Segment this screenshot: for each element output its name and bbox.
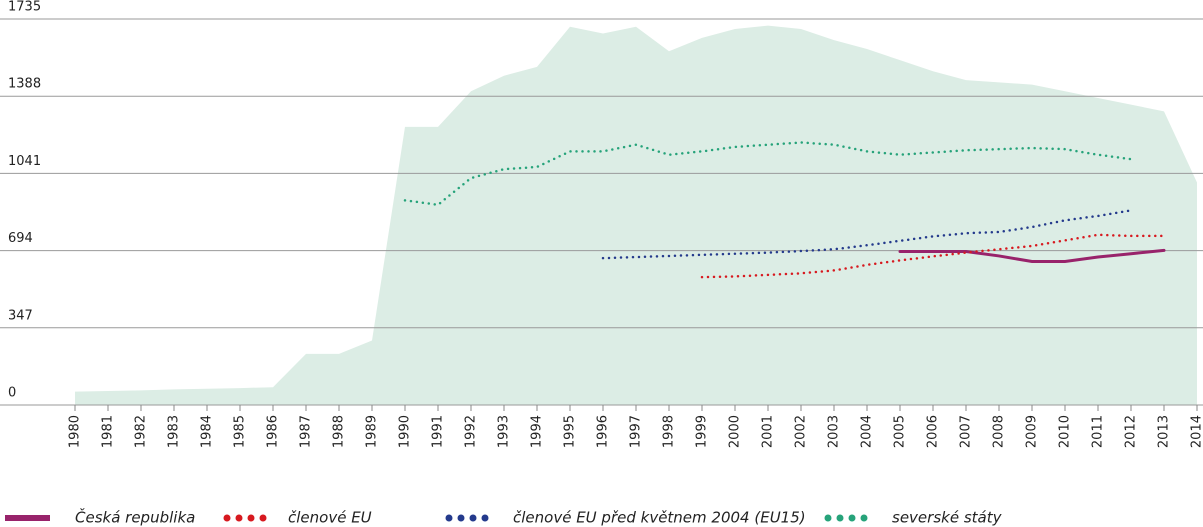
x-tick-label: 1999 — [695, 415, 710, 448]
y-tick-label: 0 — [8, 386, 16, 401]
x-tick-label: 2007 — [959, 415, 974, 448]
legend-label: Česká republika — [75, 508, 195, 527]
y-tick-label: 1388 — [8, 77, 41, 92]
legend-marker — [259, 514, 267, 522]
x-tick-label: 2011 — [1091, 415, 1106, 448]
x-tick-label: 2006 — [926, 415, 941, 448]
x-tick-label: 1993 — [497, 415, 512, 448]
x-tick-label: 1985 — [233, 415, 248, 448]
legend-marker — [247, 514, 255, 522]
series-line — [601, 209, 1133, 260]
x-tick-label: 1997 — [629, 415, 644, 448]
x-tick-label: 2012 — [1124, 415, 1139, 448]
x-tick-label: 2013 — [1157, 415, 1172, 448]
legend-marker — [223, 514, 231, 522]
legend-label: severské státy — [892, 509, 1003, 527]
x-tick-label: 2001 — [761, 415, 776, 448]
x-tick-label: 1984 — [200, 415, 215, 448]
x-tick-label: 1983 — [167, 415, 182, 448]
y-tick-label: 694 — [8, 231, 33, 246]
legend-marker — [5, 515, 50, 521]
legend-label: členové EU před květnem 2004 (EU15) — [513, 509, 806, 527]
x-tick-label: 1998 — [662, 415, 677, 448]
x-tick-label: 2004 — [860, 415, 875, 448]
legend-marker — [481, 514, 489, 522]
legend-marker — [836, 514, 844, 522]
y-tick-label: 1735 — [8, 0, 41, 15]
x-tick-label: 1981 — [101, 415, 116, 448]
x-tick-label: 2010 — [1058, 415, 1073, 448]
legend-label: členové EU — [288, 509, 372, 527]
series-line — [898, 248, 1166, 264]
x-tick-label: 1986 — [266, 415, 281, 448]
legend-marker — [457, 514, 465, 522]
x-tick-label: 2005 — [893, 415, 908, 448]
x-tick-label: 2002 — [794, 415, 809, 448]
x-tick-label: 1989 — [365, 415, 380, 448]
y-tick-label: 1041 — [8, 154, 41, 169]
x-tick-label: 1995 — [563, 415, 578, 448]
x-tick-label: 1990 — [398, 415, 413, 448]
x-tick-label: 2008 — [992, 415, 1007, 448]
area — [75, 25, 1197, 406]
x-tick-label: 2000 — [728, 415, 743, 448]
series-line — [700, 233, 1166, 279]
x-tick-label: 1987 — [299, 415, 314, 448]
x-tick-label: 1992 — [464, 415, 479, 448]
x-tick-label: 1991 — [431, 415, 446, 448]
x-tick-label: 2014 — [1190, 415, 1203, 448]
legend-marker — [860, 514, 868, 522]
y-tick-label: 347 — [8, 308, 33, 323]
legend-marker — [445, 514, 453, 522]
x-tick-label: 2009 — [1025, 415, 1040, 448]
x-tick-label: 1980 — [68, 415, 83, 448]
legend-marker — [848, 514, 856, 522]
legend-marker — [235, 514, 243, 522]
legend-marker — [824, 514, 832, 522]
x-tick-label: 2003 — [827, 415, 842, 448]
x-tick-label: 1994 — [530, 415, 545, 448]
x-tick-label: 1982 — [134, 415, 149, 448]
legend-marker — [469, 514, 477, 522]
x-tick-label: 1996 — [596, 415, 611, 448]
series-line — [403, 141, 1133, 207]
x-tick-label: 1988 — [332, 415, 347, 448]
